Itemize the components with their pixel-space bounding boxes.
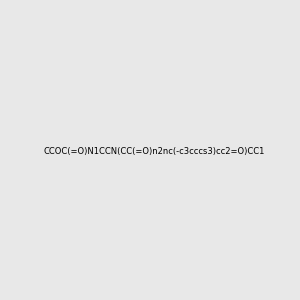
Text: CCOC(=O)N1CCN(CC(=O)n2nc(-c3cccs3)cc2=O)CC1: CCOC(=O)N1CCN(CC(=O)n2nc(-c3cccs3)cc2=O)… [43, 147, 264, 156]
